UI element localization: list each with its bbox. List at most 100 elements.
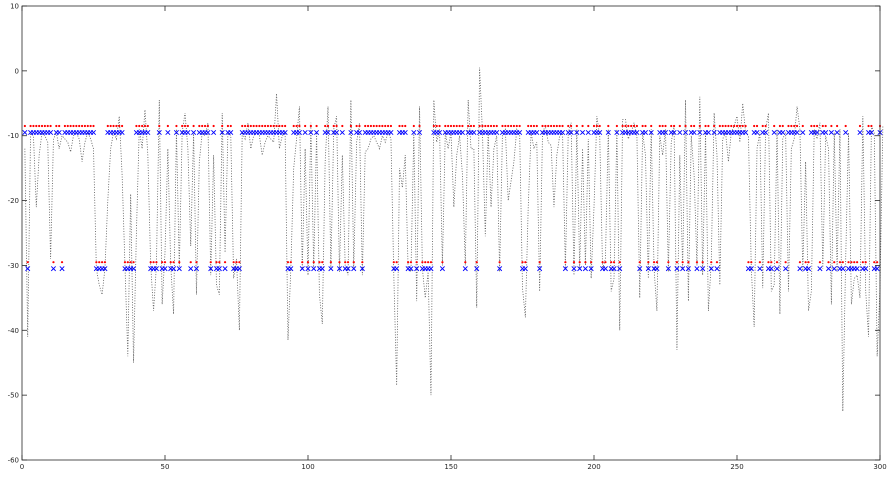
red-dot-marker (392, 261, 395, 264)
red-dot-marker (741, 124, 744, 128)
red-dot-marker (29, 124, 32, 128)
blue-x-marker (694, 266, 700, 272)
red-dot-marker (753, 124, 756, 128)
red-dot-marker (312, 261, 315, 264)
red-dot-marker (581, 124, 584, 128)
red-dot-marker (249, 124, 252, 128)
red-dot-marker (761, 124, 764, 128)
red-dot-marker (338, 261, 341, 264)
red-dot-marker (790, 124, 793, 128)
red-dot-marker (481, 124, 484, 128)
red-dot-marker (203, 124, 207, 128)
red-dot-marker (721, 124, 724, 128)
red-dot-marker (870, 124, 873, 128)
red-dot-marker (372, 124, 375, 128)
red-dot-marker (687, 261, 690, 264)
blue-x-marker (857, 129, 863, 135)
blue-x-marker (494, 129, 500, 135)
red-dot-marker (129, 261, 132, 264)
red-dot-marker (192, 124, 195, 128)
blue-x-marker (780, 129, 786, 135)
blue-x-marker (59, 266, 65, 272)
red-dot-marker (627, 124, 630, 128)
red-dot-marker (469, 124, 473, 128)
red-dot-marker (226, 124, 230, 128)
blue-x-marker (577, 266, 583, 272)
red-dot-marker (727, 124, 730, 128)
blue-x-marker (428, 266, 434, 272)
blue-x-marker (814, 129, 820, 135)
red-dot-marker (95, 261, 98, 264)
blue-x-marker (874, 266, 880, 272)
red-dot-marker (778, 124, 782, 128)
red-dot-marker (252, 124, 255, 128)
red-dot-marker (35, 124, 38, 128)
red-dot-marker (824, 124, 827, 128)
red-dot-marker (718, 124, 721, 128)
red-dot-marker (212, 124, 215, 128)
blue-x-marker (351, 266, 357, 272)
blue-x-marker (805, 266, 812, 272)
red-dot-marker (478, 124, 481, 128)
red-dot-marker (272, 124, 275, 128)
red-dot-marker (644, 124, 647, 128)
red-dot-marker (810, 124, 813, 128)
blue-x-marker (236, 266, 242, 272)
x-tick-label: 100 (301, 463, 314, 471)
blue-x-marker (517, 129, 523, 135)
red-dot-marker (123, 261, 127, 264)
red-dot-marker (867, 124, 870, 128)
red-dot-marker (404, 124, 407, 128)
red-dot-marker (412, 124, 415, 128)
y-tick-label: -20 (8, 197, 19, 205)
blue-x-marker (185, 129, 191, 135)
blue-x-marker (282, 129, 288, 135)
red-dot-marker (341, 124, 344, 128)
red-dot-marker (421, 261, 424, 264)
blue-x-marker (665, 266, 671, 272)
blue-x-marker (50, 266, 56, 272)
red-dot-marker (349, 124, 352, 128)
red-dot-marker (744, 124, 747, 128)
red-dot-marker (821, 124, 824, 128)
red-dot-marker (126, 261, 129, 264)
red-dot-marker (590, 261, 593, 264)
red-dot-marker (163, 261, 167, 264)
red-dot-marker (515, 124, 518, 128)
red-dot-marker (647, 261, 650, 264)
blue-x-marker (574, 129, 580, 135)
red-dot-marker (710, 261, 713, 264)
red-dot-marker (292, 124, 295, 128)
red-dot-marker (375, 124, 378, 128)
blue-x-marker (205, 129, 211, 135)
red-dot-marker (836, 124, 839, 128)
red-dot-marker (775, 261, 779, 264)
blue-x-marker (642, 129, 648, 135)
blue-x-marker (348, 129, 354, 135)
red-dot-marker (195, 261, 198, 264)
blue-x-marker (826, 266, 832, 272)
red-dot-marker (301, 261, 304, 264)
red-dot-marker (638, 261, 641, 264)
red-dot-marker (40, 124, 44, 128)
red-dot-marker (507, 124, 510, 128)
red-dot-marker (315, 124, 318, 128)
red-dot-marker (401, 124, 404, 128)
red-dot-marker (764, 124, 767, 128)
blue-x-marker (571, 266, 577, 272)
blue-x-marker (560, 129, 566, 135)
blue-x-marker (754, 129, 760, 135)
red-dot-marker (278, 124, 281, 128)
red-dot-marker (407, 261, 410, 264)
blue-x-marker (831, 266, 837, 272)
red-dot-marker (787, 124, 790, 128)
red-dot-marker (138, 124, 141, 128)
red-dot-marker (329, 261, 332, 264)
red-dot-marker (198, 124, 201, 128)
red-dot-marker (452, 124, 455, 128)
red-dot-marker (321, 261, 324, 264)
blue-x-marker (191, 129, 197, 135)
red-dot-marker (69, 124, 72, 128)
blue-x-marker (757, 266, 763, 272)
red-dot-marker (444, 124, 447, 128)
